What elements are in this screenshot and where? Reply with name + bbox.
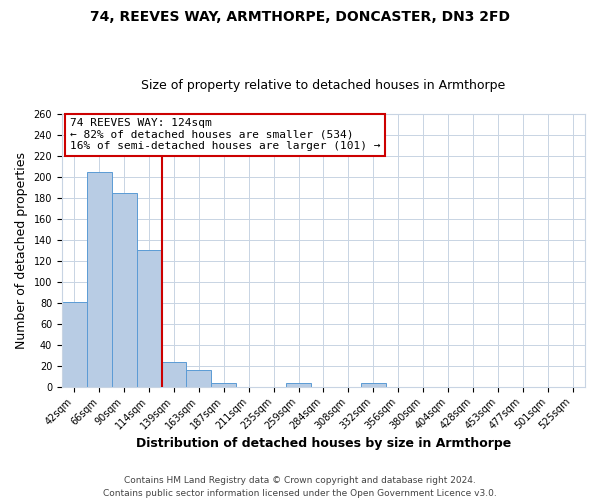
Bar <box>62 302 87 386</box>
Bar <box>286 382 311 386</box>
Y-axis label: Number of detached properties: Number of detached properties <box>15 152 28 349</box>
X-axis label: Distribution of detached houses by size in Armthorpe: Distribution of detached houses by size … <box>136 437 511 450</box>
Bar <box>87 172 112 386</box>
Text: 74, REEVES WAY, ARMTHORPE, DONCASTER, DN3 2FD: 74, REEVES WAY, ARMTHORPE, DONCASTER, DN… <box>90 10 510 24</box>
Text: Contains HM Land Registry data © Crown copyright and database right 2024.
Contai: Contains HM Land Registry data © Crown c… <box>103 476 497 498</box>
Title: Size of property relative to detached houses in Armthorpe: Size of property relative to detached ho… <box>142 79 506 92</box>
Bar <box>112 192 137 386</box>
Text: 74 REEVES WAY: 124sqm
← 82% of detached houses are smaller (534)
16% of semi-det: 74 REEVES WAY: 124sqm ← 82% of detached … <box>70 118 380 152</box>
Bar <box>161 362 187 386</box>
Bar <box>211 382 236 386</box>
Bar <box>137 250 161 386</box>
Bar <box>361 382 386 386</box>
Bar <box>187 370 211 386</box>
